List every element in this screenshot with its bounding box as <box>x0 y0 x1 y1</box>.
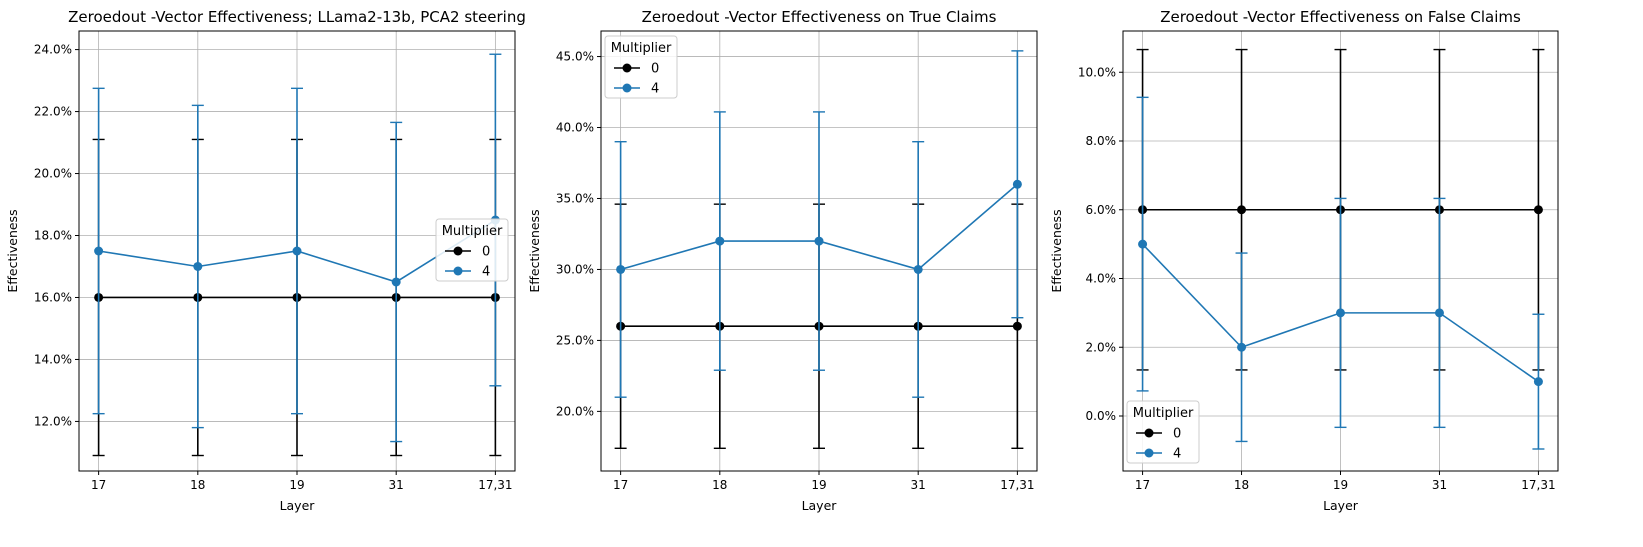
legend-label: 0 <box>482 245 490 260</box>
y-tick-label: 24.0% <box>34 43 72 57</box>
legend-label: 0 <box>651 62 659 77</box>
data-point <box>94 246 104 256</box>
subplot-2: 17 18 19 31 17,31 20.0% 25.0% 30.0% 35.0% 40.0% 45… <box>527 8 1038 513</box>
y-tick-label: 45.0% <box>556 50 594 64</box>
y-axis-label: Effectiveness <box>1049 209 1064 292</box>
y-tick-label: 6.0% <box>1086 203 1117 217</box>
y-tick-label: 40.0% <box>556 121 594 135</box>
chart-title: Zeroedout -Vector Effectiveness on True … <box>642 8 997 26</box>
data-point <box>913 264 923 274</box>
data-point <box>193 261 203 271</box>
legend-title: Multiplier <box>611 41 672 56</box>
data-point <box>391 277 401 287</box>
y-tick-label: 22.0% <box>34 105 72 119</box>
y-tick-label: 0.0% <box>1086 409 1117 423</box>
legend-swatch-marker <box>453 246 463 256</box>
data-point <box>616 264 626 274</box>
legend-box <box>604 35 678 99</box>
y-tick-label: 30.0% <box>556 262 594 276</box>
legend-title: Multiplier <box>442 224 503 239</box>
legend: Multiplier 0 4 <box>604 35 678 99</box>
legend-swatch-marker <box>1144 428 1154 438</box>
data-point <box>814 236 824 246</box>
legend-label: 4 <box>651 82 659 97</box>
y-tick-label: 18.0% <box>34 229 72 243</box>
legend-swatch-marker <box>1144 448 1154 458</box>
x-tick-label: 17,31 <box>478 478 512 492</box>
y-tick-label: 25.0% <box>556 333 594 347</box>
series-4 <box>614 50 1024 398</box>
x-tick-label: 31 <box>1432 478 1447 492</box>
legend-box <box>435 218 509 282</box>
chart-title: Zeroedout -Vector Effectiveness on False… <box>1160 8 1521 26</box>
legend: Multiplier 0 4 <box>435 218 509 282</box>
y-tick-label: 8.0% <box>1086 134 1117 148</box>
legend-swatch-marker <box>453 266 463 276</box>
x-tick-label: 31 <box>911 478 926 492</box>
x-tick-label: 17,31 <box>1521 478 1555 492</box>
y-tick-label: 10.0% <box>1078 65 1116 79</box>
y-tick-label: 14.0% <box>34 352 72 366</box>
y-axis-label: Effectiveness <box>5 209 20 292</box>
chart-title: Zeroedout -Vector Effectiveness; LLama2-… <box>68 8 526 26</box>
y-axis-label: Effectiveness <box>527 209 542 292</box>
x-tick-label: 18 <box>190 478 205 492</box>
series-4 <box>1136 96 1545 450</box>
legend-box <box>1126 400 1200 464</box>
legend-label: 4 <box>1173 447 1181 462</box>
x-axis-label: Layer <box>1323 498 1359 513</box>
x-tick-label: 18 <box>1234 478 1249 492</box>
y-tick-label: 35.0% <box>556 191 594 205</box>
y-tick-label: 12.0% <box>34 414 72 428</box>
x-tick-label: 18 <box>712 478 727 492</box>
x-tick-label: 17 <box>91 478 106 492</box>
x-tick-label: 17,31 <box>1000 478 1034 492</box>
legend-swatch-marker <box>622 83 632 93</box>
legend-title: Multiplier <box>1133 406 1194 421</box>
y-tick-label: 2.0% <box>1086 340 1117 354</box>
x-tick-label: 19 <box>811 478 826 492</box>
y-tick-label: 20.0% <box>556 404 594 418</box>
data-point <box>1237 205 1247 215</box>
y-tick-label: 4.0% <box>1086 272 1117 286</box>
x-axis-label: Layer <box>280 498 316 513</box>
data-point <box>1533 377 1543 387</box>
data-point <box>1336 308 1345 318</box>
y-tick-label: 16.0% <box>34 290 72 304</box>
legend: Multiplier 0 4 <box>1126 400 1200 464</box>
x-tick-label: 17 <box>613 478 628 492</box>
y-tick-label: 20.0% <box>34 167 72 181</box>
legend-swatch-marker <box>622 63 632 73</box>
data-point <box>1012 321 1022 331</box>
x-tick-label: 17 <box>1135 478 1150 492</box>
data-point <box>1012 179 1022 189</box>
x-tick-label: 31 <box>389 478 404 492</box>
subplot-3: 17 18 19 31 17,31 0.0% 2.0% 4.0% 6.0% 8.0% 10.0% Ze… <box>1049 8 1559 513</box>
data-point <box>292 246 302 256</box>
x-tick-label: 19 <box>1333 478 1348 492</box>
data-point <box>1237 342 1247 352</box>
legend-label: 4 <box>482 265 490 280</box>
data-point <box>1434 308 1444 318</box>
data-point <box>1533 205 1543 215</box>
data-point <box>715 236 725 246</box>
data-point <box>1138 239 1148 249</box>
x-axis-label: Layer <box>802 498 838 513</box>
x-tick-label: 19 <box>289 478 304 492</box>
legend-label: 0 <box>1173 427 1181 442</box>
subplot-1: 17 18 19 31 17,31 12.0% 14.0% 16.0% 18.0% 20.0% 22… <box>5 8 526 513</box>
